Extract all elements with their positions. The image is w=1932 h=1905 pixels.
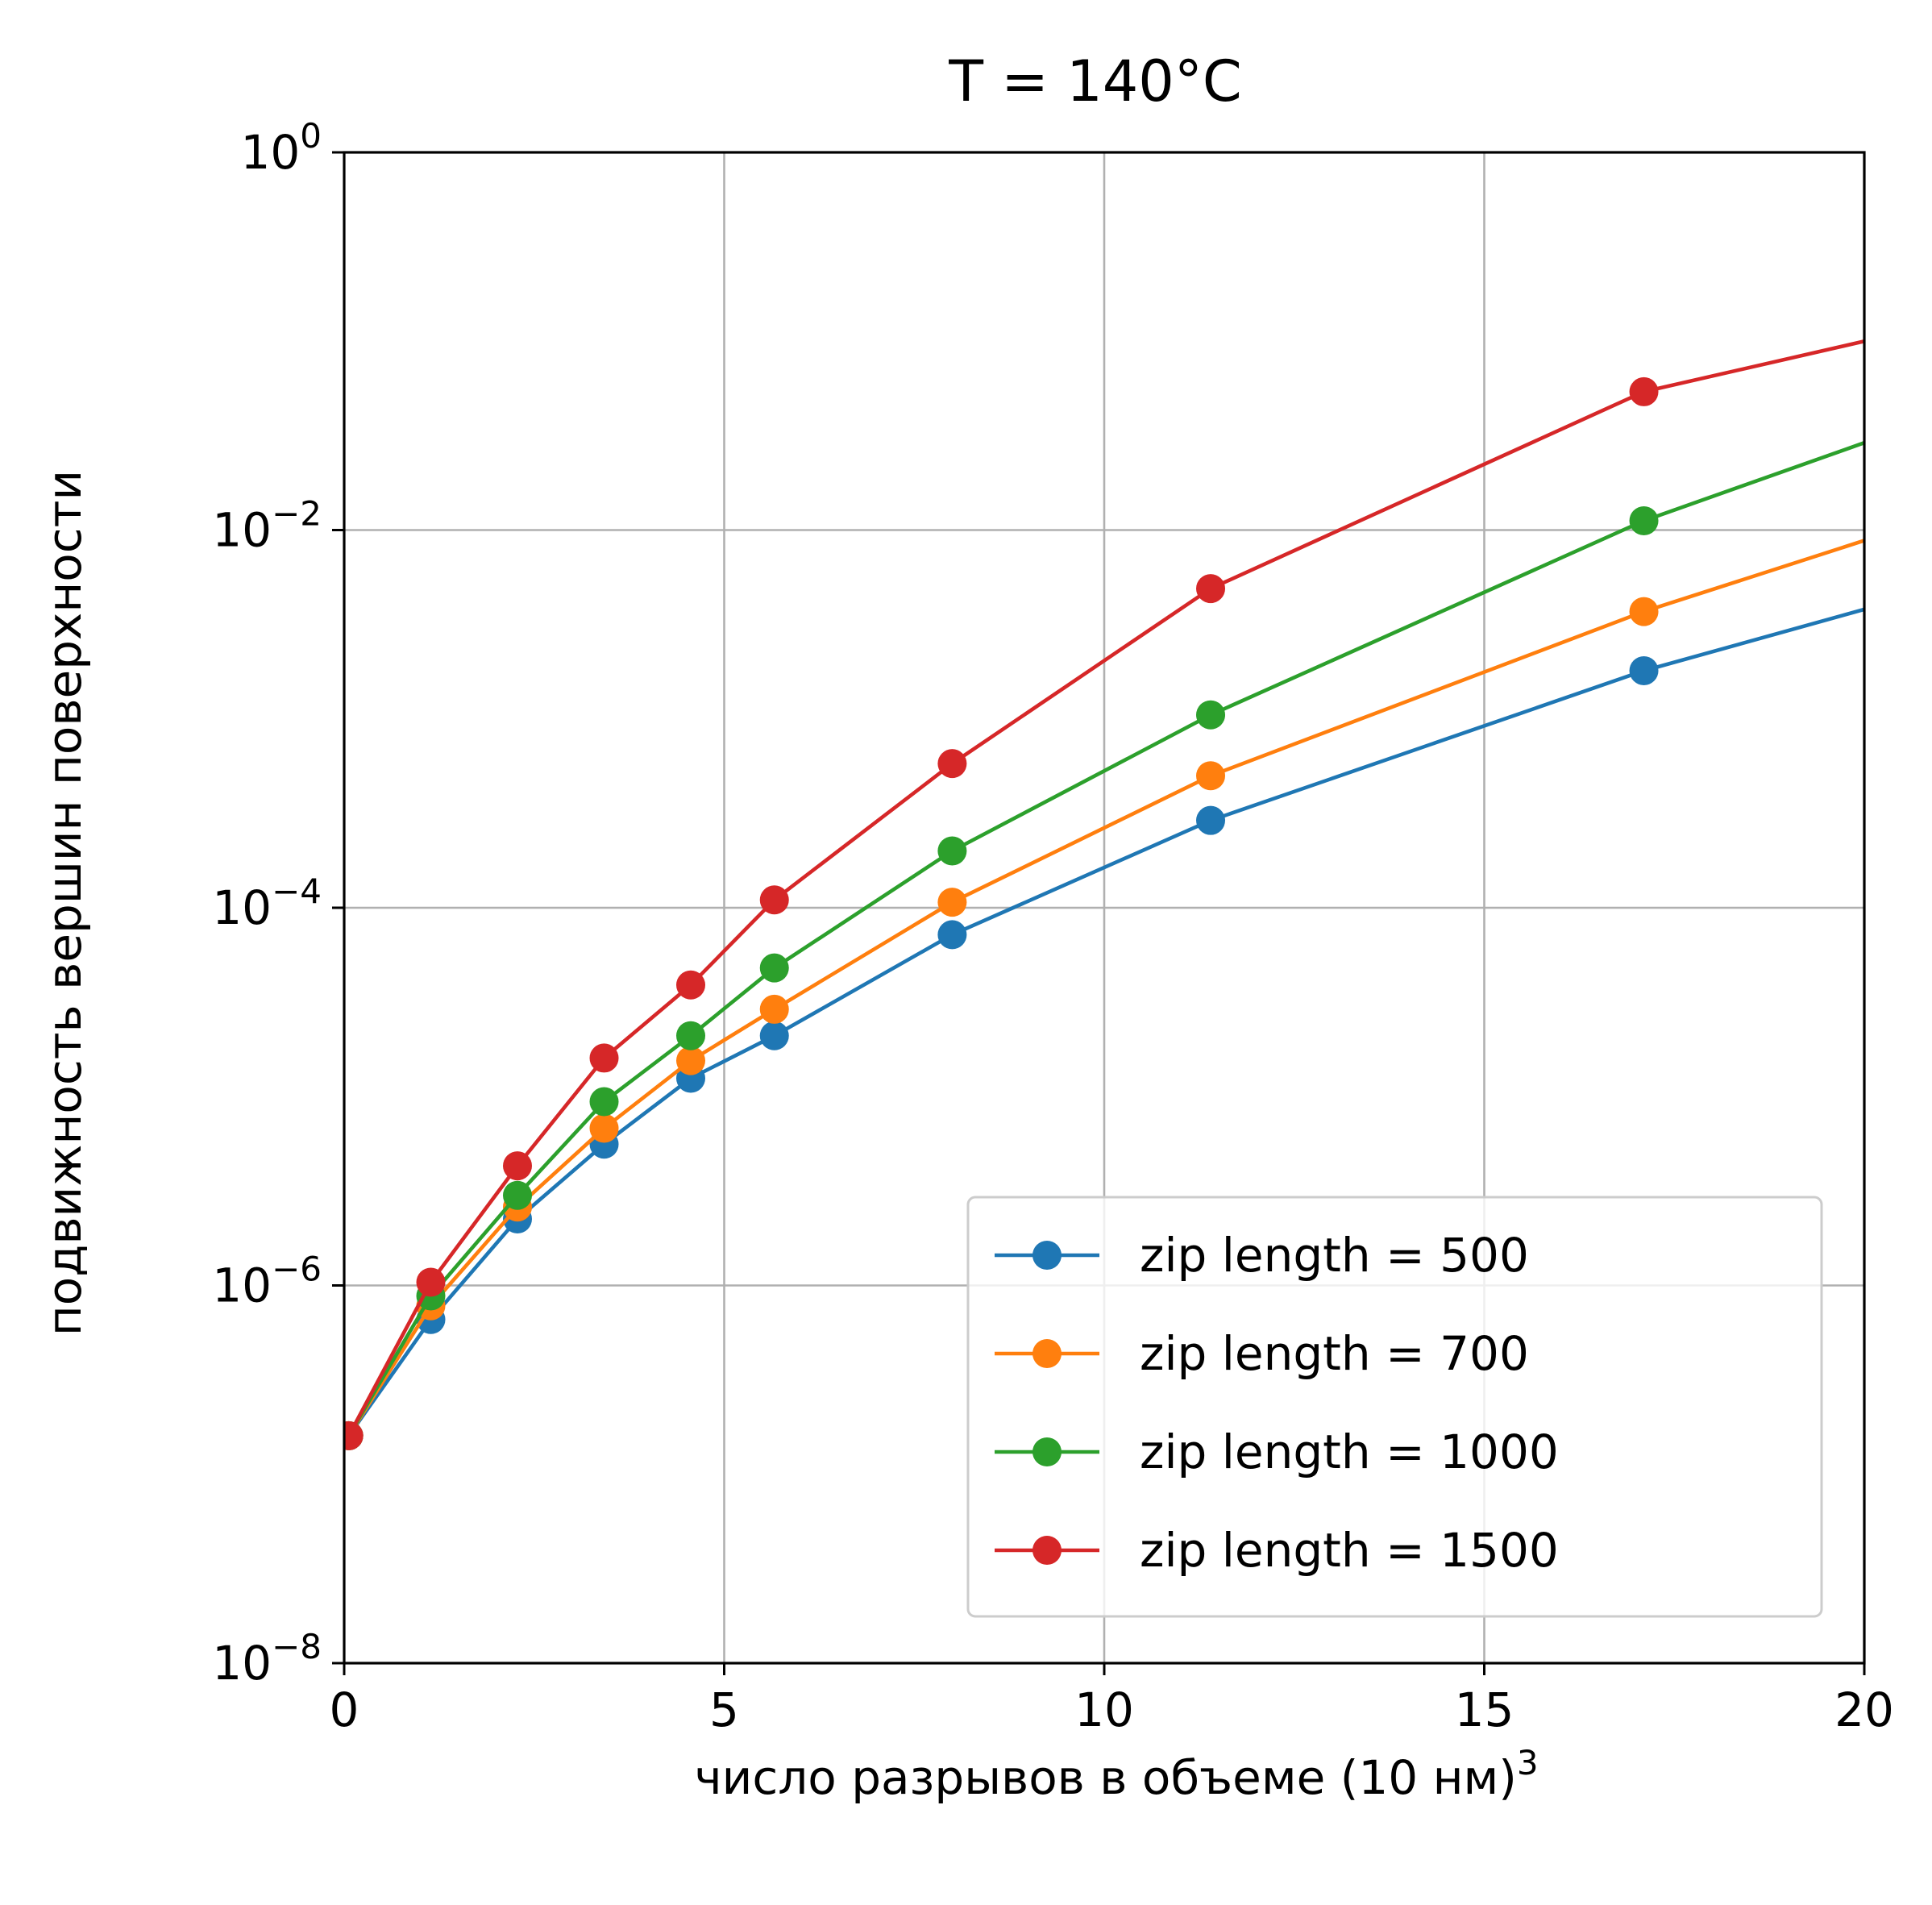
data-point bbox=[676, 1021, 706, 1050]
series-line bbox=[347, 539, 1864, 1437]
y-tick-base: 10 bbox=[212, 880, 272, 935]
data-point bbox=[937, 749, 967, 779]
x-tick-label: 20 bbox=[1834, 1682, 1894, 1737]
series-group bbox=[344, 339, 1864, 1450]
data-point bbox=[1196, 574, 1226, 604]
x-axis-label: число разрывов в объеме (10 нм)3 bbox=[694, 1743, 1538, 1805]
series-line bbox=[347, 339, 1864, 1437]
legend-label: zip length = 1500 bbox=[1140, 1523, 1559, 1578]
data-point bbox=[1629, 655, 1659, 685]
legend-marker bbox=[1032, 1241, 1062, 1270]
series-line bbox=[347, 441, 1864, 1437]
series-zip-length-1500 bbox=[344, 339, 1864, 1450]
data-point bbox=[937, 836, 967, 866]
data-point bbox=[676, 970, 706, 1000]
x-axis-label-superscript: 3 bbox=[1517, 1743, 1539, 1782]
data-point bbox=[1629, 597, 1659, 626]
data-point bbox=[676, 1046, 706, 1075]
legend-box bbox=[966, 1196, 1823, 1618]
y-tick-base: 10 bbox=[212, 1636, 272, 1691]
data-point bbox=[937, 888, 967, 917]
y-tick-exponent: −2 bbox=[272, 494, 322, 534]
data-point bbox=[589, 1087, 619, 1117]
legend-label: zip length = 700 bbox=[1140, 1326, 1529, 1381]
y-tick-exponent: 0 bbox=[300, 116, 322, 156]
y-tick-base: 10 bbox=[240, 125, 300, 180]
data-point bbox=[503, 1151, 533, 1181]
data-point bbox=[759, 953, 789, 983]
y-tick-exponent: −8 bbox=[272, 1627, 322, 1666]
data-point bbox=[1629, 505, 1659, 535]
chart-title: T = 140°C bbox=[948, 48, 1241, 114]
y-tick-label: 10−6 bbox=[212, 1250, 322, 1313]
y-tick-label: 100 bbox=[240, 116, 322, 180]
data-point bbox=[937, 920, 967, 950]
y-tick-label: 10−2 bbox=[212, 494, 322, 558]
x-axis-label-text: число разрывов в объеме (10 нм) bbox=[694, 1750, 1517, 1805]
data-point bbox=[589, 1113, 619, 1143]
x-tick-label: 0 bbox=[330, 1682, 359, 1737]
y-tick-label: 10−4 bbox=[212, 871, 322, 935]
data-point bbox=[503, 1180, 533, 1210]
data-point bbox=[1196, 805, 1226, 835]
data-point bbox=[759, 1021, 789, 1050]
y-tick-base: 10 bbox=[212, 503, 272, 558]
series-line bbox=[347, 607, 1864, 1437]
data-point bbox=[344, 1420, 364, 1450]
data-point bbox=[1629, 376, 1659, 406]
legend-label: zip length = 500 bbox=[1140, 1228, 1529, 1283]
x-tick-label: 10 bbox=[1074, 1682, 1134, 1737]
legend-marker bbox=[1032, 1536, 1062, 1565]
data-point bbox=[1196, 761, 1226, 791]
legend-label: zip length = 1000 bbox=[1140, 1425, 1559, 1479]
legend-marker bbox=[1032, 1437, 1062, 1466]
x-tick-label: 15 bbox=[1455, 1682, 1514, 1737]
y-axis-label: подвижность вершин поверхности bbox=[37, 470, 92, 1336]
y-tick-base: 10 bbox=[212, 1258, 272, 1313]
data-point bbox=[416, 1267, 446, 1297]
y-tick-exponent: −4 bbox=[272, 871, 322, 911]
data-point bbox=[589, 1043, 619, 1073]
y-tick-label: 10−8 bbox=[212, 1627, 322, 1691]
data-point bbox=[1196, 700, 1226, 730]
data-point bbox=[759, 885, 789, 915]
data-point bbox=[759, 994, 789, 1024]
legend: zip length = 500 zip length = 700 zip leng… bbox=[966, 1196, 1823, 1618]
y-tick-exponent: −6 bbox=[272, 1250, 322, 1289]
legend-marker bbox=[1032, 1339, 1062, 1368]
x-tick-label: 5 bbox=[709, 1682, 739, 1737]
